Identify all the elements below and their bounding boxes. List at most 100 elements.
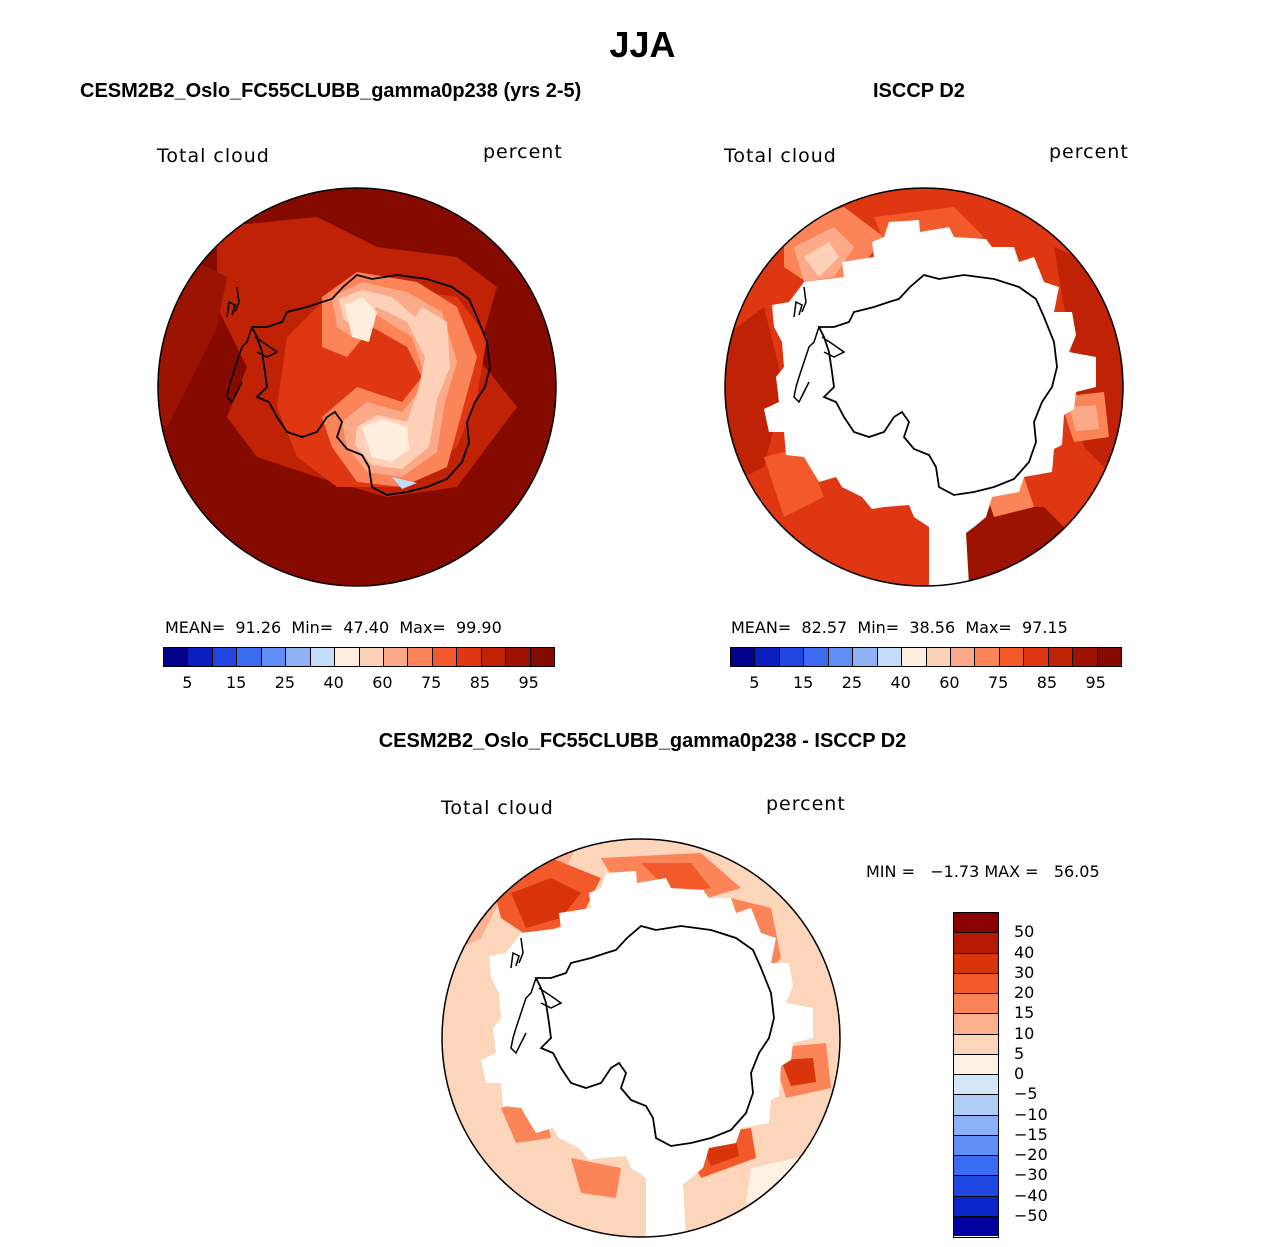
diff-field-region	[571, 1158, 621, 1198]
diff-colorbar-ticks: 50 40 30 20 15 10 5 0 −5 −10 −15 −20 −30 −40 −50	[1014, 912, 1074, 1236]
model-stats: MEAN= 91.26 Min= 47.40 Max= 99.90	[165, 618, 502, 637]
model-colorbar-tick-label: 25	[274, 673, 296, 692]
obs-units-label: percent	[1049, 141, 1129, 163]
diff-missing-data	[481, 871, 813, 1236]
model-colorbar-tick-label: 15	[225, 673, 247, 692]
obs-field-region	[804, 242, 839, 277]
antarctica-coastline	[534, 925, 775, 1147]
obs-colorbar-bin	[853, 648, 878, 666]
antarctic-peninsula-outline	[793, 286, 846, 404]
obs-colorbar-bin	[755, 648, 780, 666]
diff-colorbar-tick-label: −40	[1014, 1185, 1048, 1205]
model-field-region	[362, 419, 409, 462]
diff-units-label: percent	[766, 793, 846, 815]
diff-colorbar-bin	[954, 1095, 998, 1116]
diff-colorbar-bin	[954, 973, 998, 994]
obs-colorbar-bin	[1073, 648, 1098, 666]
obs-colorbar-bin	[779, 648, 805, 666]
obs-colorbar-tick-label: 85	[1036, 673, 1058, 692]
diff-map-border	[441, 838, 841, 1238]
diff-colorbar-bin	[954, 1135, 998, 1156]
model-colorbar-bin	[432, 648, 458, 666]
obs-colorbar-bin	[1048, 648, 1074, 666]
diff-colorbar-bin	[954, 953, 998, 974]
obs-colorbar-bin	[1097, 648, 1121, 666]
model-field-region	[339, 290, 450, 469]
diff-colorbar-tick-label: 15	[1014, 1003, 1035, 1023]
diff-colorbar-tick-label: −50	[1014, 1205, 1048, 1225]
obs-colorbar-tick-label: 60	[939, 673, 960, 692]
diff-colorbar-bin	[954, 913, 998, 934]
diff-colorbar-tick-label: 40	[1014, 942, 1035, 962]
model-colorbar-bin	[310, 648, 336, 666]
obs-colorbar-tick-label: 15	[792, 673, 814, 692]
figure-title: JJA	[609, 24, 676, 65]
obs-colorbar-bin	[731, 648, 756, 666]
obs-panel-title: ISCCP D2	[873, 80, 965, 102]
model-colorbar-tick-label: 95	[518, 673, 539, 692]
obs-colorbar-bin	[1024, 648, 1049, 666]
diff-colorbar-tick-label: −5	[1014, 1084, 1038, 1104]
model-colorbar-bin	[164, 648, 189, 666]
diff-field-region	[641, 863, 711, 893]
diff-colorbar-tick-label: −20	[1014, 1145, 1048, 1164]
diff-colorbar-tick-label: 50	[1014, 922, 1035, 942]
antarctica-coastline	[250, 274, 491, 496]
diff-colorbar-tick-label: −15	[1014, 1124, 1048, 1144]
obs-map-border	[724, 187, 1124, 587]
diff-colorbar-bin	[954, 1196, 998, 1217]
diff-field-region	[781, 1058, 816, 1086]
diff-colorbar-bin	[954, 1115, 998, 1136]
diff-colorbar-bin	[954, 1075, 998, 1096]
model-field-region	[392, 477, 417, 489]
model-colorbar-bin	[335, 648, 360, 666]
diff-panel-title: CESM2B2_Oslo_FC55CLUBB_gamma0p238 - ISCC…	[378, 730, 907, 752]
diff-colorbar-tick-label: −10	[1014, 1104, 1048, 1124]
obs-colorbar-bin	[902, 648, 927, 666]
model-colorbar-bin	[261, 648, 287, 666]
model-colorbar-bin	[506, 648, 531, 666]
obs-colorbar-bin	[926, 648, 951, 666]
diff-map	[441, 838, 841, 1238]
diff-colorbar-bin	[954, 994, 998, 1015]
obs-colorbar-tick-label: 40	[890, 673, 911, 692]
obs-colorbar-tick-label: 75	[987, 673, 1009, 692]
diff-field-region	[511, 878, 581, 928]
diff-colorbar-tick-label: −30	[1014, 1165, 1048, 1185]
obs-colorbar-ticks: 5 15 25 40 60 75 85 95	[730, 673, 1120, 693]
model-colorbar-tick-label: 60	[372, 673, 393, 692]
model-colorbar-tick-label: 75	[420, 673, 442, 692]
model-colorbar-bin	[408, 648, 433, 666]
obs-stats: MEAN= 82.57 Min= 38.56 Max= 97.15	[731, 618, 1068, 637]
model-colorbar-bin	[188, 648, 213, 666]
diff-colorbar-tick-label: 0	[1014, 1064, 1025, 1083]
diff-colorbar-bin	[954, 1034, 998, 1055]
model-colorbar	[163, 647, 555, 667]
obs-colorbar-bin	[804, 648, 829, 666]
model-units-label: percent	[483, 141, 563, 163]
diff-colorbar-bin	[954, 933, 998, 954]
diff-colorbar-bin	[954, 1176, 998, 1197]
obs-colorbar-bin	[999, 648, 1025, 666]
obs-map	[724, 187, 1124, 587]
antarctica-coastline	[817, 274, 1058, 496]
model-colorbar-bin	[212, 648, 238, 666]
obs-field-region	[725, 307, 784, 487]
model-colorbar-tick-label: 40	[323, 673, 344, 692]
obs-colorbar	[730, 647, 1122, 667]
model-colorbar-bin	[359, 648, 384, 666]
model-colorbar-bin	[530, 648, 554, 666]
model-colorbar-bin	[457, 648, 482, 666]
obs-colorbar-bin	[950, 648, 976, 666]
diff-colorbar-bin	[954, 1014, 998, 1035]
model-colorbar-bin	[286, 648, 311, 666]
model-map	[157, 187, 557, 587]
obs-colorbar-tick-label: 95	[1085, 673, 1106, 692]
model-colorbar-bin	[237, 648, 262, 666]
model-colorbar-bin	[383, 648, 409, 666]
model-panel-title: CESM2B2_Oslo_FC55CLUBB_gamma0p238 (yrs 2…	[80, 80, 582, 102]
diff-colorbar-bin	[954, 1054, 998, 1075]
model-colorbar-bin	[481, 648, 507, 666]
model-colorbar-tick-label: 85	[469, 673, 491, 692]
diff-stats: MIN = −1.73 MAX = 56.05	[866, 862, 1100, 881]
